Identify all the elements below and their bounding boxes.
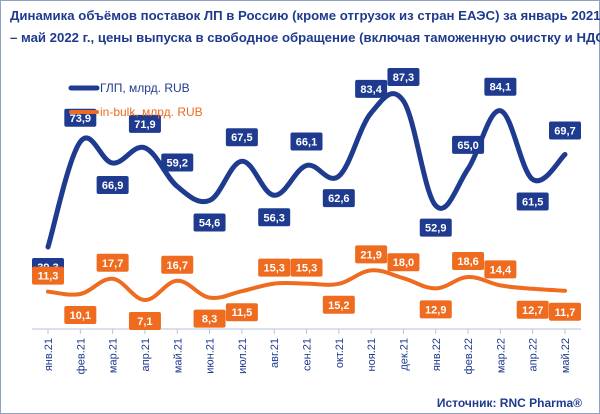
x-tick-label: июн.21: [205, 338, 217, 374]
data-label-inbulk: 17,7: [102, 258, 123, 270]
x-tick-label: май.21: [172, 338, 184, 373]
data-label-box-glp: [322, 189, 355, 208]
data-label-inbulk: 11,3: [38, 271, 59, 283]
data-label-inbulk: 16,7: [167, 260, 188, 272]
data-label-box-glp: [419, 218, 452, 237]
data-label-box-glp: [387, 68, 420, 86]
data-label-box-glp: [96, 176, 129, 195]
data-label-box-inbulk: [290, 258, 323, 277]
x-tick-label: фев.21: [75, 338, 87, 374]
data-label-box-glp: [290, 132, 323, 151]
chart-title-line-2: – май 2022 г., цены выпуска в свободное …: [10, 30, 600, 45]
x-tick-label: мар.22: [495, 338, 507, 373]
data-label-box-inbulk: [258, 258, 291, 277]
data-label-box-glp: [225, 128, 258, 147]
data-label-box-inbulk: [419, 300, 452, 319]
x-tick-label: ноя.21: [366, 338, 378, 371]
data-label-box-glp: [128, 114, 161, 133]
x-tick-label: фев.22: [463, 338, 475, 374]
data-label-glp: 65,0: [457, 140, 478, 152]
data-label-inbulk: 21,9: [360, 249, 381, 261]
data-label-box-glp: [484, 77, 517, 96]
data-label-box-inbulk: [64, 306, 97, 324]
data-label-box-glp: [258, 208, 291, 227]
data-label-glp: 66,9: [102, 180, 123, 192]
data-label-box-inbulk: [32, 266, 64, 285]
data-label-box-inbulk: [193, 309, 226, 328]
data-label-inbulk: 8,3: [202, 314, 217, 326]
data-label-inbulk: 7,1: [137, 316, 152, 328]
x-tick-label: апр.21: [140, 338, 152, 371]
data-label-inbulk: 15,3: [296, 263, 317, 275]
data-label-glp: 71,9: [134, 119, 155, 131]
data-label-glp: 56,3: [263, 212, 284, 224]
data-label-box-glp: [549, 121, 581, 140]
data-label-box-glp: [193, 213, 226, 232]
data-label-box-inbulk: [225, 303, 258, 322]
data-label-inbulk: 11,5: [231, 307, 252, 319]
data-label-glp: 54,6: [199, 217, 220, 229]
data-label-box-inbulk: [161, 255, 194, 274]
data-label-inbulk: 15,2: [328, 300, 349, 312]
data-label-glp: 66,1: [296, 136, 317, 148]
data-label-box-inbulk: [387, 253, 420, 272]
data-label-inbulk: 10,1: [70, 310, 91, 322]
series-line-inbulk: [46, 268, 567, 303]
source-note: Источник: RNC Pharma®: [436, 396, 582, 410]
data-label-box-inbulk: [322, 295, 355, 314]
x-tick-label: янв.21: [43, 338, 55, 371]
x-tick-label: май.22: [560, 338, 572, 373]
data-label-box-glp: [452, 135, 485, 154]
data-label-glp: 69,7: [554, 126, 575, 138]
x-tick-label: дек.21: [398, 338, 410, 371]
data-label-glp: 61,5: [522, 196, 543, 208]
data-label-glp: 83,4: [360, 84, 382, 96]
data-label-glp: 73,9: [70, 113, 91, 125]
data-label-box-glp: [516, 192, 549, 211]
data-label-glp: 84,1: [490, 82, 511, 94]
data-label-inbulk: 14,4: [490, 264, 512, 276]
x-tick-label: сен.21: [302, 338, 314, 371]
data-label-inbulk: 18,6: [457, 256, 478, 268]
data-label-inbulk: 12,7: [522, 305, 543, 317]
x-tick-label: мар.21: [108, 338, 120, 373]
data-label-inbulk: 18,0: [393, 257, 414, 269]
x-tick-label: янв.22: [431, 338, 443, 371]
data-label-box-inbulk: [549, 302, 581, 321]
data-label-inbulk: 11,7: [555, 307, 576, 319]
chart-title-line-1: Динамика объёмов поставок ЛП в Россию (к…: [10, 8, 600, 23]
data-label-box-inbulk: [355, 245, 388, 264]
data-label-box-glp: [161, 153, 194, 172]
data-label-glp: 62,6: [328, 193, 349, 205]
x-tick-label: апр.22: [528, 338, 540, 371]
data-label-glp: 87,3: [393, 72, 414, 84]
data-label-glp: 59,2: [167, 157, 188, 169]
data-label-box-inbulk: [452, 252, 485, 270]
data-label-inbulk: 12,9: [425, 304, 446, 316]
data-label-inbulk: 15,3: [263, 263, 284, 275]
chart-title: Динамика объёмов поставок ЛП в Россию (к…: [10, 5, 600, 49]
data-label-box-inbulk: [128, 312, 161, 330]
x-tick-label: июл.21: [237, 338, 249, 374]
x-tick-label: авг.21: [269, 338, 281, 368]
data-label-box-inbulk: [484, 260, 517, 279]
x-tick-label: окт.21: [334, 338, 346, 368]
data-label-box-glp: [355, 79, 388, 98]
legend-label-inbulk: in-bulk, млрд. RUB: [100, 105, 203, 119]
legend-label-glp: ГЛП, млрд. RUB: [100, 81, 190, 95]
data-label-glp: 52,9: [425, 223, 446, 235]
data-label-box-inbulk: [516, 300, 549, 319]
data-label-box-inbulk: [96, 253, 129, 272]
data-label-glp: 67,5: [231, 132, 252, 144]
